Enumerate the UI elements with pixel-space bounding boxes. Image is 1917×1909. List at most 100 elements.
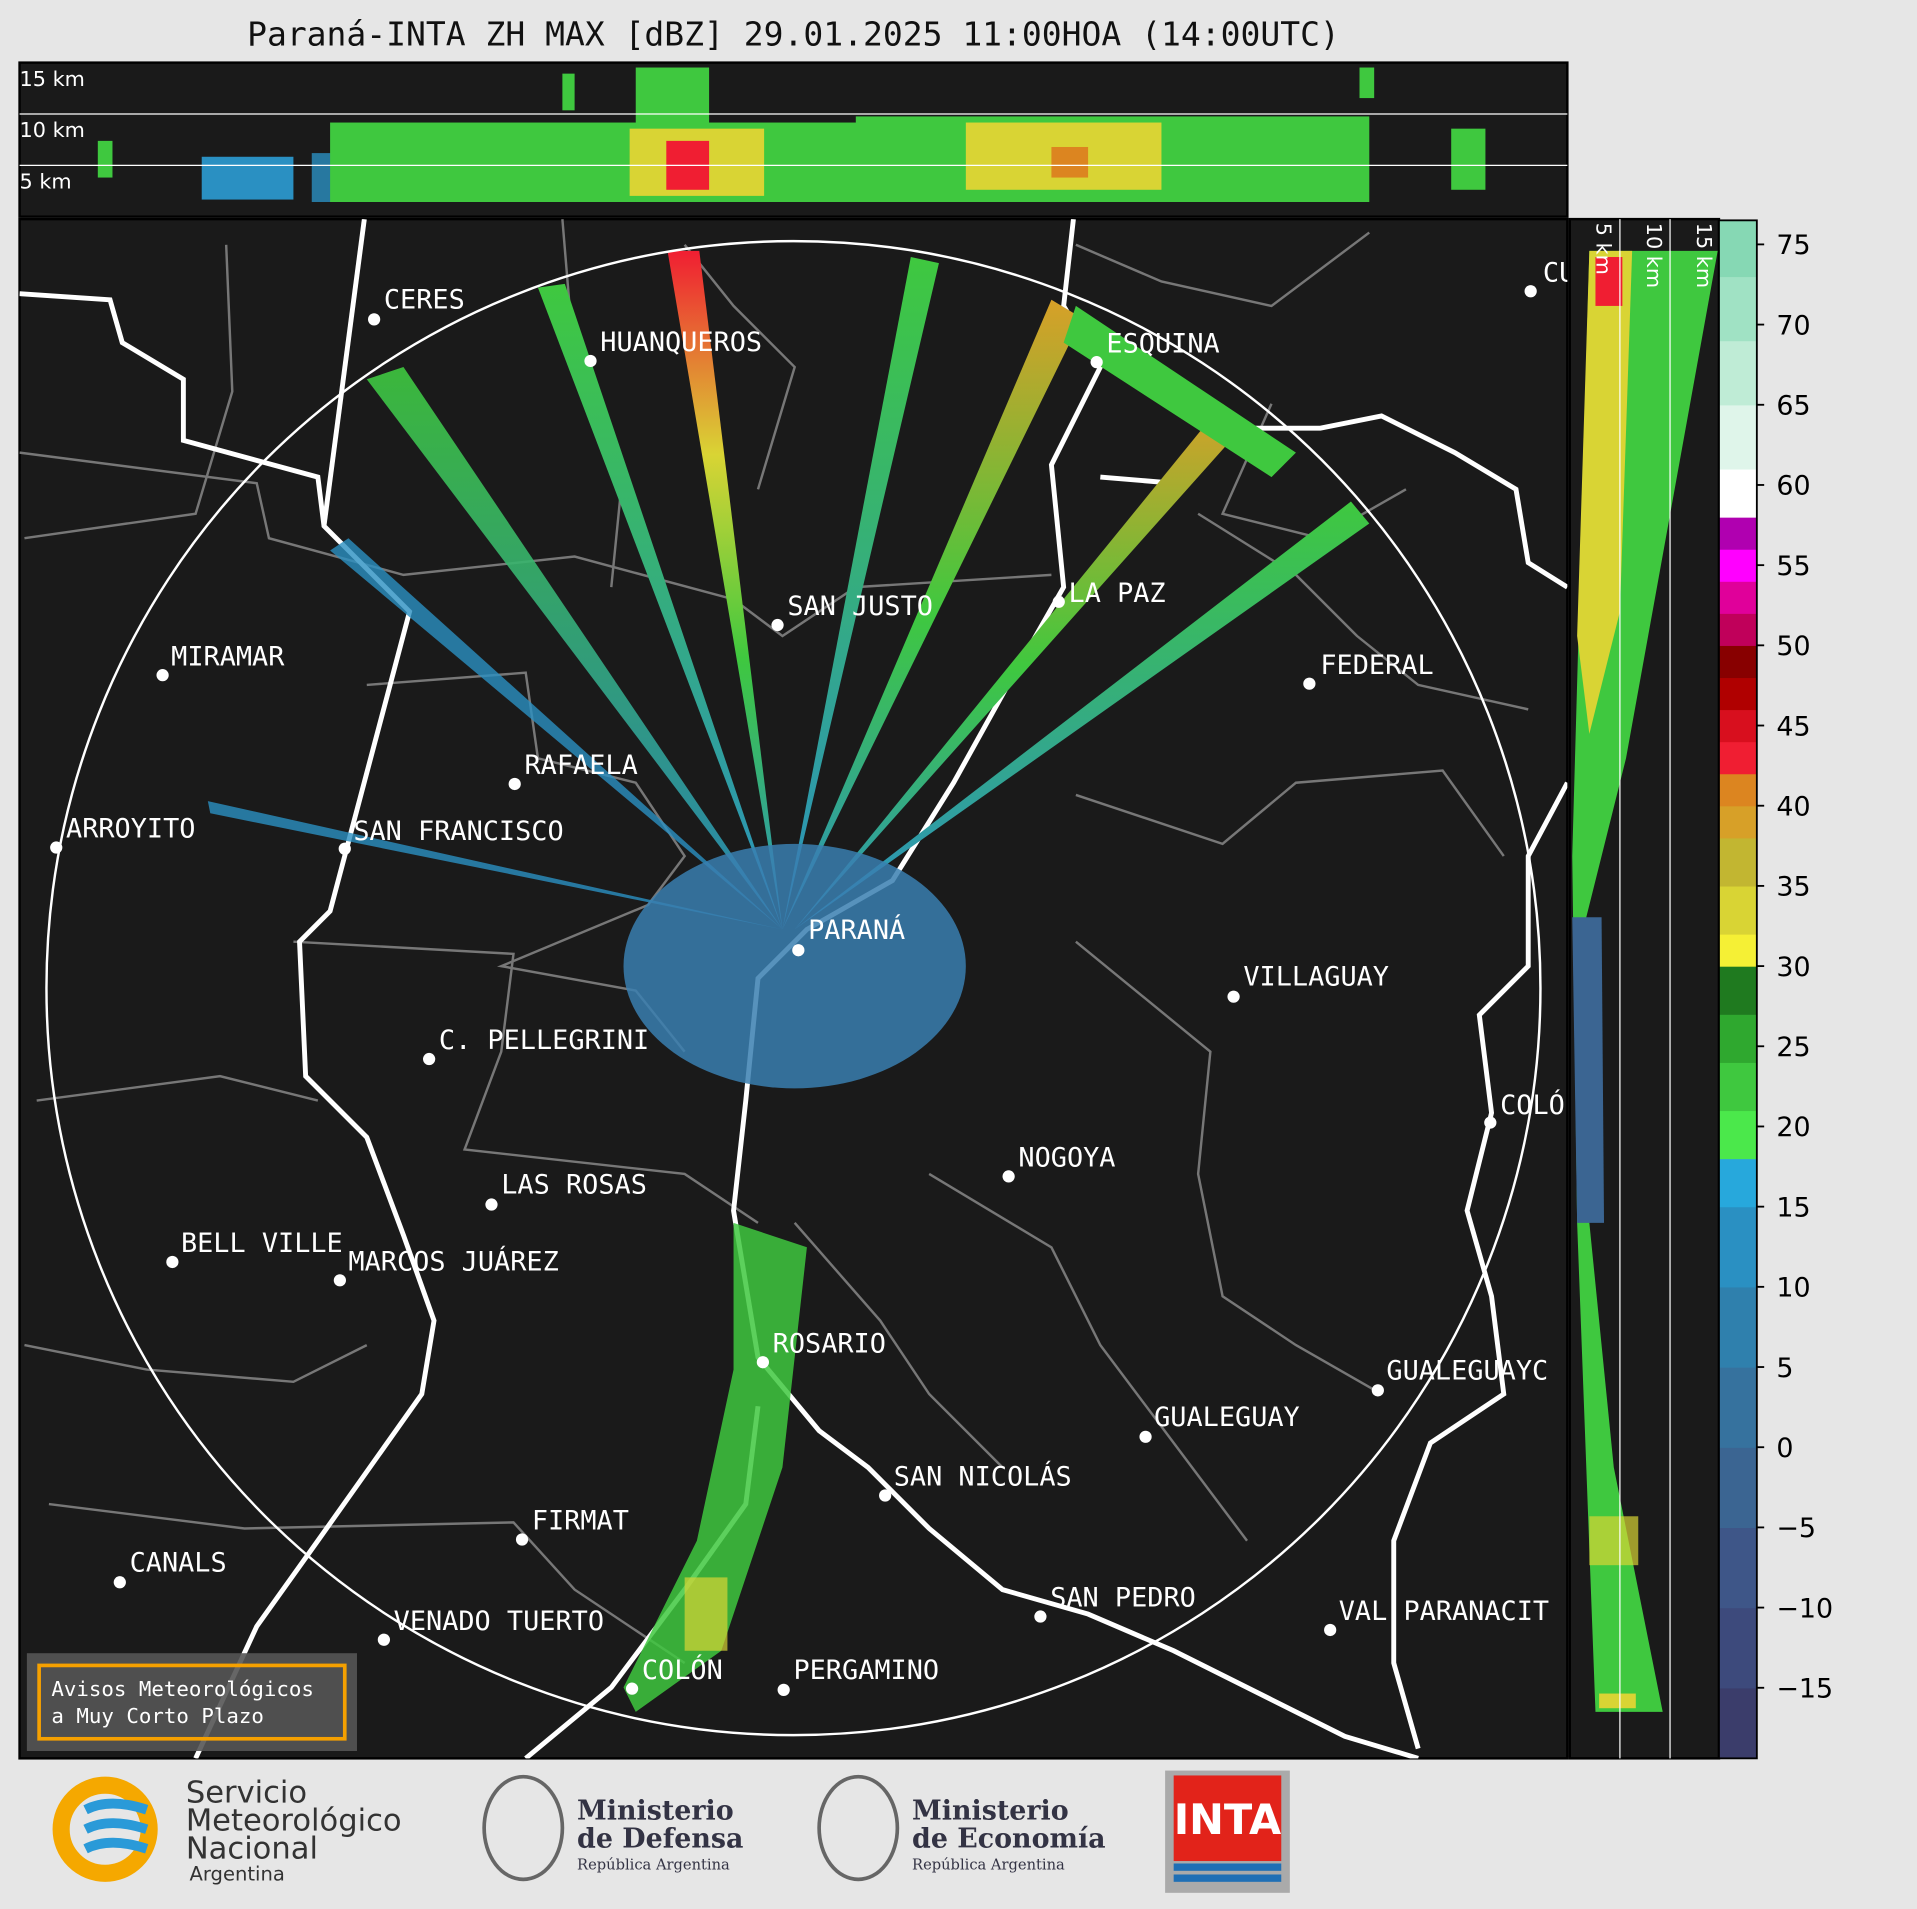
city-dot	[1324, 1623, 1337, 1637]
city-dot	[166, 1255, 179, 1269]
city-label: GUALEGUAY	[1154, 1402, 1300, 1433]
logo-text: Nacional	[186, 1832, 318, 1867]
city-label: COLÓ	[1500, 1089, 1565, 1121]
city-label: CERES	[384, 284, 465, 315]
city-dot	[1002, 1170, 1015, 1183]
colorbar-band	[1718, 549, 1757, 582]
smn-waves	[83, 1798, 149, 1854]
logo-text: República Argentina	[577, 1857, 730, 1874]
altitude-label: 5 km	[20, 170, 72, 194]
city-label: VILLAGUAY	[1243, 962, 1389, 993]
colorbar-band	[1718, 220, 1757, 278]
city-label: PERGAMINO	[793, 1655, 939, 1686]
city-label: VAL PARANACIT	[1339, 1596, 1549, 1627]
colorbar-band	[1718, 1367, 1757, 1448]
colorbar-tick-label: 20	[1776, 1112, 1810, 1143]
notice-frame	[37, 1663, 347, 1741]
notice-text: a Muy Corto Plazo	[51, 1704, 264, 1728]
city-label: SAN NICOLÁS	[894, 1461, 1072, 1493]
city-dot	[1524, 285, 1537, 298]
logo-text: Ministerio	[577, 1795, 734, 1826]
inta-stripe	[1173, 1863, 1282, 1871]
range-ring	[45, 239, 1542, 1737]
colorbar-tick-label: 55	[1776, 551, 1810, 582]
logo-text: República Argentina	[912, 1857, 1065, 1874]
city-label: FIRMAT	[532, 1506, 629, 1537]
side-echoes	[1572, 250, 1718, 1712]
radar-echoes	[207, 250, 1370, 1712]
colorbar-tick-label: −15	[1776, 1674, 1833, 1705]
colorbar-band	[1718, 1447, 1757, 1529]
smn-ring	[52, 1776, 158, 1882]
colorbar-band	[1718, 1110, 1757, 1160]
colorbar-band	[1718, 805, 1757, 839]
colorbar-band	[1718, 517, 1757, 550]
colorbar-band	[1718, 276, 1757, 342]
city-label: SAN FRANCISCO	[353, 816, 563, 847]
city-dot	[1034, 1610, 1047, 1623]
city-label: RAFAELA	[524, 750, 637, 781]
colorbar-band	[1718, 709, 1757, 743]
city-dot	[1227, 990, 1240, 1003]
city-label: MARCOS JUÁREZ	[348, 1246, 558, 1278]
logo-text: Ministerio	[912, 1795, 1069, 1826]
altitude-label: 15 km	[1692, 223, 1716, 288]
city-label: CU	[1543, 257, 1575, 288]
city-label: NOGOYA	[1018, 1143, 1115, 1174]
city-dot	[333, 1274, 346, 1287]
city-label: GUALEGUAYC	[1386, 1355, 1548, 1386]
city-label: LA PAZ	[1069, 578, 1166, 609]
colorbar-band	[1718, 1687, 1757, 1759]
colorbar-band	[1718, 885, 1757, 935]
city-dot	[777, 1683, 790, 1696]
city-dot	[1139, 1430, 1152, 1443]
city-dot	[367, 313, 381, 326]
city-dot	[1303, 677, 1316, 690]
city-dot	[1484, 1116, 1497, 1129]
coat-of-arms	[482, 1774, 565, 1882]
colorbar-tick-label: 50	[1776, 631, 1810, 662]
city-dot	[1052, 595, 1065, 608]
colorbar-band	[1718, 1014, 1757, 1063]
colorbar-tick-label: 70	[1776, 310, 1810, 341]
logos: Servicio Meteorológico Nacional Argentin…	[52, 1770, 1290, 1893]
colorbar-band	[1718, 1062, 1757, 1112]
city-dot	[756, 1356, 770, 1369]
colorbar-tick-label: 45	[1776, 711, 1810, 742]
city-dot	[508, 777, 521, 791]
city-label: HUANQUEROS	[600, 327, 762, 358]
city-label: SAN JUSTO	[787, 591, 933, 622]
logo-text: Servicio	[186, 1775, 307, 1810]
colorbar-tick-label: 5	[1776, 1353, 1793, 1384]
colorbar-frame	[1718, 219, 1758, 1760]
logo-text: Argentina	[189, 1863, 284, 1886]
city-label: SAN PEDRO	[1050, 1583, 1196, 1614]
colorbar-tick-label: −5	[1776, 1513, 1816, 1544]
colorbar-tick-label: −10	[1776, 1593, 1833, 1624]
city-label: MIRAMAR	[171, 641, 285, 672]
colorbar-band	[1718, 581, 1757, 614]
city-label: CANALS	[130, 1547, 227, 1578]
city-dot	[515, 1533, 529, 1546]
city-dot	[1371, 1384, 1384, 1397]
logo-text: INTA	[1174, 1795, 1282, 1844]
notice-text: Avisos Meteorológicos	[51, 1677, 314, 1701]
city-label: COLÓN	[642, 1654, 723, 1686]
colorbar-band	[1718, 645, 1757, 679]
city-dot	[156, 669, 169, 682]
colorbar-band	[1718, 934, 1757, 967]
cities: CERES HUANQUEROS ESQUINA CU SAN JUSTO LA…	[50, 257, 1575, 1696]
altitude-echoes	[97, 67, 1486, 203]
city-dot	[792, 944, 805, 957]
colorbar-tick-label: 25	[1776, 1032, 1810, 1063]
city-label: ESQUINA	[1106, 328, 1219, 359]
colorbar-band	[1718, 468, 1757, 518]
city-label: C. PELLEGRINI	[439, 1025, 649, 1056]
altitude-label: 15 km	[20, 67, 85, 91]
city-dot	[1090, 356, 1103, 369]
city-dot	[377, 1633, 391, 1646]
colorbar-band	[1718, 966, 1757, 1015]
colorbar-band	[1718, 1527, 1757, 1609]
